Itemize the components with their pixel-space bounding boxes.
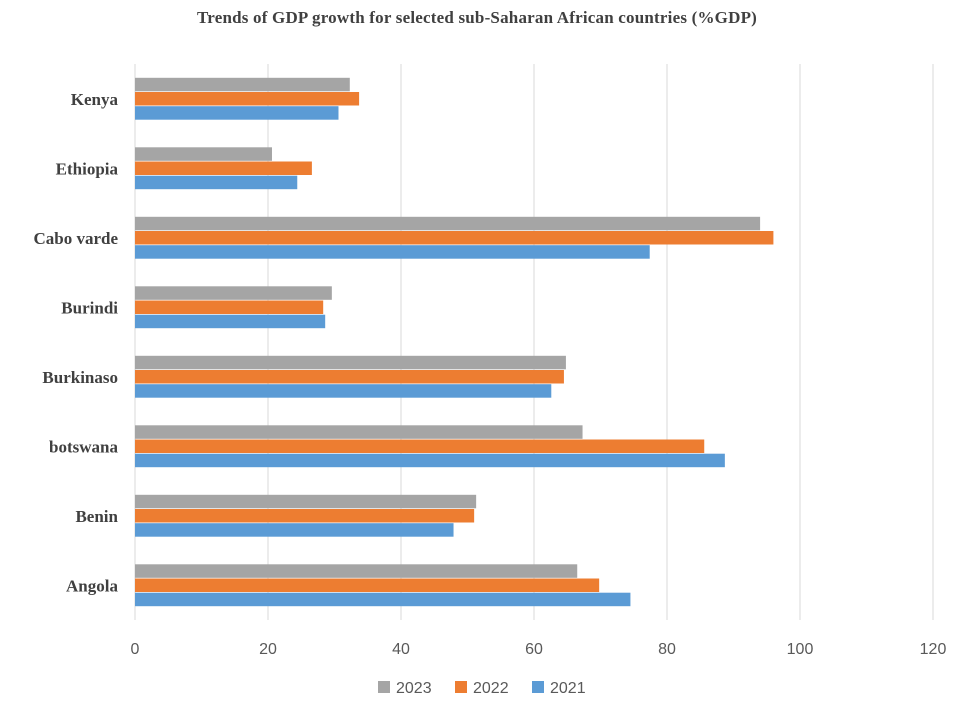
bar-2023-benin	[135, 494, 477, 509]
bar-2023-angola	[135, 564, 578, 578]
x-tick-label: 80	[658, 641, 676, 658]
legend-swatch	[378, 681, 390, 693]
category-label: Angola	[66, 576, 118, 595]
legend-item-2023: 2023	[378, 680, 432, 697]
legend-label: 2021	[550, 680, 586, 697]
x-tick-label: 120	[920, 641, 947, 658]
x-tick-label: 60	[525, 641, 543, 658]
legend-swatch	[532, 681, 544, 693]
legend-label: 2023	[396, 680, 432, 697]
category-label: Benin	[75, 507, 118, 526]
x-tick-label: 20	[259, 641, 277, 658]
bar-2023-botswana	[135, 425, 583, 439]
legend: 2023 2022 2021	[378, 680, 586, 697]
bar-2023-burindi	[135, 286, 332, 300]
chart-title: Trends of GDP growth for selected sub-Sa…	[196, 8, 758, 27]
bar-2022-kenya	[135, 92, 360, 106]
bar-2023-kenya	[135, 77, 350, 92]
bar-2022-benin	[135, 509, 475, 523]
bar-2021-burkinaso	[135, 384, 552, 398]
bar-2021-kenya	[135, 106, 339, 120]
bar-2022-angola	[135, 578, 600, 592]
bar-2023-cabo-varde	[135, 216, 761, 231]
legend-item-2022: 2022	[455, 680, 509, 697]
bar-2021-botswana	[135, 453, 725, 468]
bar-2022-cabo-varde	[135, 231, 774, 245]
bars	[135, 77, 774, 607]
bar-2023-ethiopia	[135, 147, 272, 161]
bar-2021-cabo-varde	[135, 245, 650, 259]
bar-2023-burkinaso	[135, 355, 566, 370]
x-tick-labels: 0 20 40 60 80 100 120	[131, 641, 947, 658]
bar-2022-burkinaso	[135, 370, 564, 384]
legend-label: 2022	[473, 680, 509, 697]
category-label: botswana	[49, 437, 118, 456]
legend-swatch	[455, 681, 467, 693]
x-tick-label: 100	[787, 641, 814, 658]
bar-2022-botswana	[135, 439, 705, 453]
bar-2022-burindi	[135, 300, 324, 314]
bar-2021-benin	[135, 523, 454, 537]
category-labels: Angola Benin botswana Burkinaso Burindi Cabo …	[33, 90, 118, 596]
bar-2022-ethiopia	[135, 161, 312, 175]
category-label: Kenya	[71, 90, 119, 109]
category-label: Cabo varde	[33, 229, 118, 248]
x-tick-label: 40	[392, 641, 410, 658]
bar-2021-ethiopia	[135, 175, 298, 190]
category-label: Ethiopia	[56, 159, 119, 178]
bar-2021-burindi	[135, 314, 326, 329]
bar-2021-angola	[135, 592, 631, 607]
category-label: Burkinaso	[42, 368, 118, 387]
x-tick-label: 0	[131, 641, 140, 658]
legend-item-2021: 2021	[532, 680, 586, 697]
category-label: Burindi	[61, 298, 118, 317]
